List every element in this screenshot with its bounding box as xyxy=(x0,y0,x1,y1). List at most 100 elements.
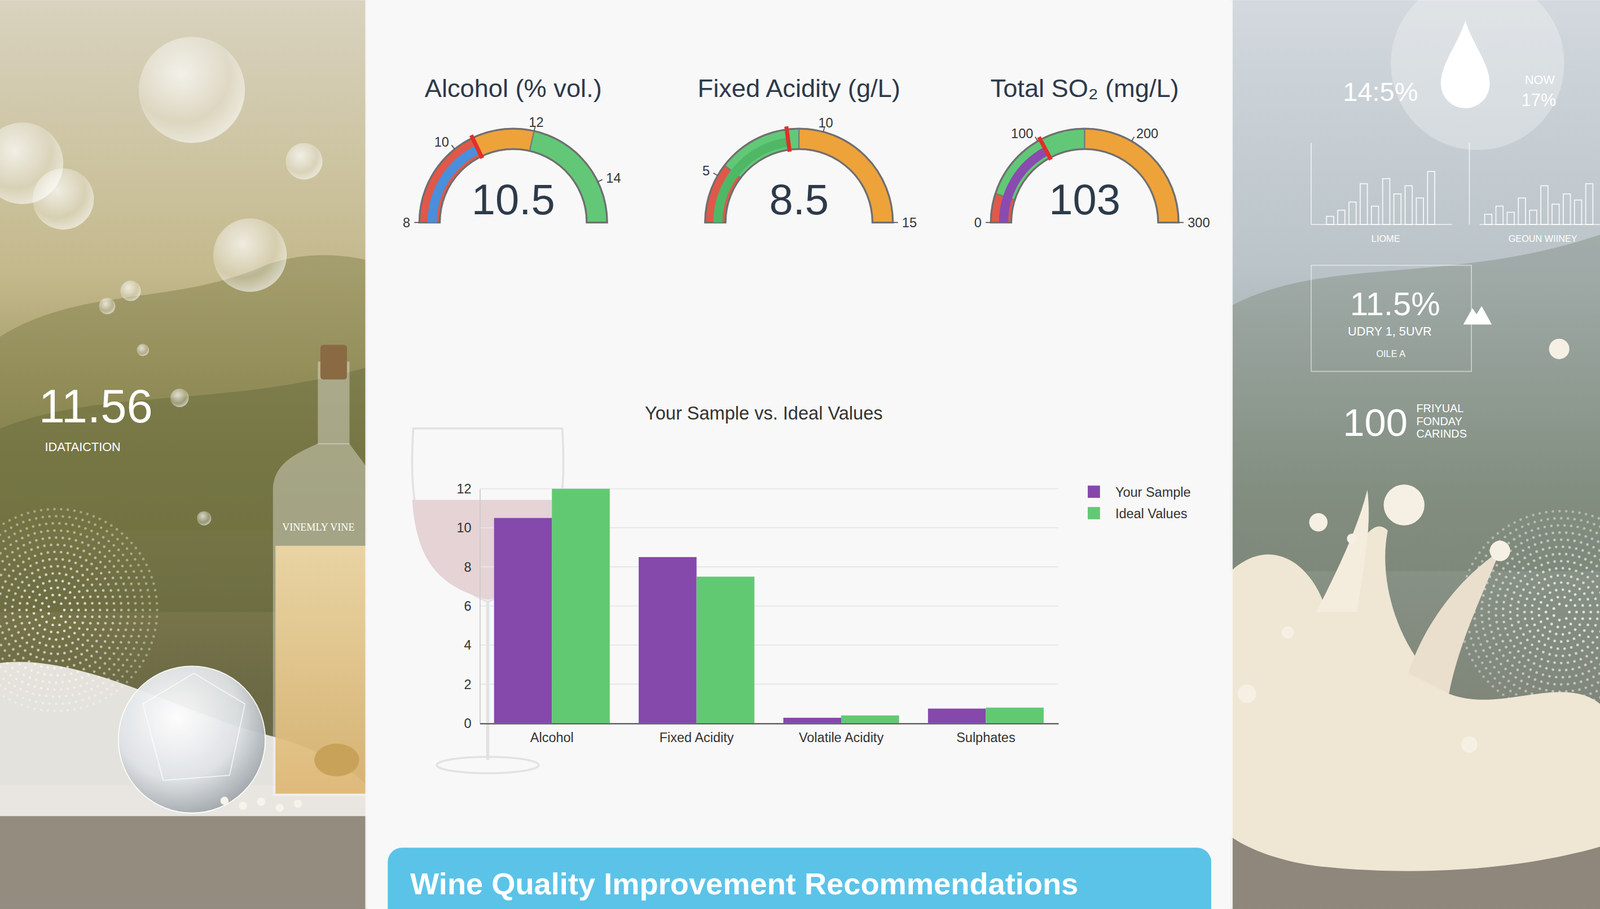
halftone-dot xyxy=(1541,651,1545,654)
halftone-dot xyxy=(1559,581,1563,585)
halftone-dot xyxy=(56,565,60,569)
halftone-dot xyxy=(59,602,63,606)
halftone-dot xyxy=(2,539,6,543)
halftone-dot xyxy=(72,553,76,557)
halftone-dot xyxy=(1596,681,1600,685)
halftone-dot xyxy=(1506,660,1510,663)
x-tick: Alcohol xyxy=(530,723,574,746)
halftone-dot xyxy=(1527,522,1531,526)
halftone-dot xyxy=(144,635,148,639)
halftone-dot xyxy=(1552,614,1556,618)
halftone-dot xyxy=(42,544,46,548)
halftone-dot xyxy=(22,521,25,525)
legend-label: Your Sample xyxy=(1115,485,1191,500)
halftone-dot xyxy=(1546,584,1550,588)
halftone-dot xyxy=(1521,672,1525,676)
halftone-dot xyxy=(25,602,29,606)
halftone-dot xyxy=(1540,564,1544,567)
halftone-dot xyxy=(129,635,133,639)
halftone-dot xyxy=(58,695,61,699)
halftone-dot xyxy=(38,593,42,597)
halftone-dot xyxy=(61,537,65,540)
halftone-dot xyxy=(72,664,76,668)
halftone-dot xyxy=(1535,550,1538,554)
gauge-marker xyxy=(1038,137,1051,160)
halftone-dot xyxy=(96,532,100,536)
y-tick-label: 10 xyxy=(456,520,472,536)
halftone-dot xyxy=(103,565,107,569)
halftone-dot xyxy=(125,680,129,684)
halftone-dot xyxy=(116,538,120,542)
halftone-dot xyxy=(1566,560,1570,564)
halftone-dot xyxy=(1498,682,1502,685)
halftone-dot xyxy=(56,586,60,590)
halftone-dot xyxy=(31,525,35,529)
halftone-dot xyxy=(1504,576,1508,579)
decor-bar xyxy=(1326,216,1334,225)
halftone-dot xyxy=(40,508,43,512)
halftone-dot xyxy=(1585,543,1589,547)
halftone-dot xyxy=(90,634,94,637)
halftone-dot xyxy=(134,546,138,550)
halftone-dot xyxy=(89,622,92,626)
caption: FONDAY xyxy=(1416,415,1462,428)
halftone-dot xyxy=(102,628,105,632)
gauge-tick xyxy=(893,222,899,224)
halftone-dot xyxy=(53,710,56,714)
halftone-dot xyxy=(1530,578,1534,582)
halftone-dot xyxy=(1572,660,1576,663)
decor-bar xyxy=(1348,201,1357,225)
halftone-dot xyxy=(1571,689,1575,693)
halftone-dot xyxy=(1495,600,1499,604)
halftone-dot xyxy=(1518,560,1522,564)
halftone-dot xyxy=(53,617,56,621)
halftone-dot xyxy=(1544,533,1548,536)
halftone-dot xyxy=(83,615,87,619)
halftone-dot xyxy=(66,530,70,534)
x-tick: Sulphates xyxy=(956,723,1016,746)
halftone-dot xyxy=(1574,628,1577,632)
crystal-facet xyxy=(142,673,245,781)
halftone-dot xyxy=(74,656,78,659)
halftone-dot xyxy=(155,622,158,626)
halftone-dot xyxy=(46,551,50,555)
halftone-dot xyxy=(1596,540,1600,544)
decor-bar xyxy=(1427,171,1435,225)
halftone-dot xyxy=(1568,546,1572,549)
halftone-dot xyxy=(1538,687,1542,691)
halftone-dot xyxy=(3,608,7,612)
halftone-dot xyxy=(1561,676,1565,680)
halftone-dot xyxy=(1596,585,1599,589)
halftone-dot xyxy=(63,652,67,656)
y-axis-line xyxy=(479,489,481,724)
halftone-dot xyxy=(11,618,15,622)
halftone-dot xyxy=(51,594,55,597)
halftone-dot xyxy=(1575,547,1578,551)
halftone-dot xyxy=(148,602,152,606)
halftone-dot xyxy=(1515,585,1519,589)
halftone-dot xyxy=(1518,661,1522,665)
halftone-dot xyxy=(132,647,136,651)
halftone-dot xyxy=(117,559,121,563)
halftone-dot xyxy=(25,527,29,531)
halftone-dot xyxy=(54,515,58,518)
halftone-dot xyxy=(1494,607,1498,611)
halftone-dot xyxy=(1486,680,1490,684)
halftone-dot xyxy=(102,535,105,539)
bottle-cork xyxy=(320,345,347,380)
halftone-dot xyxy=(1478,670,1481,674)
halftone-dot xyxy=(41,680,45,684)
halftone-dot xyxy=(23,589,27,593)
halftone-dot xyxy=(69,545,73,549)
halftone-dot xyxy=(1536,647,1540,651)
decor-bar xyxy=(1540,185,1549,225)
y-tick: 4 xyxy=(464,638,481,653)
bottle-liquid xyxy=(275,546,368,795)
halftone-dot xyxy=(103,555,107,559)
halftone-dot xyxy=(1573,617,1577,621)
halftone-dot xyxy=(35,656,39,659)
halftone-dot xyxy=(1590,570,1594,574)
halftone-dot xyxy=(1545,604,1549,608)
halftone-dot xyxy=(81,541,85,545)
halftone-dot xyxy=(1527,563,1531,566)
